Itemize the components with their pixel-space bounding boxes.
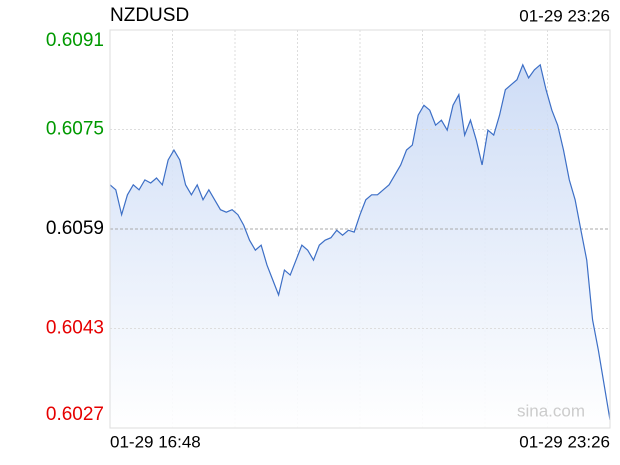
x-tick-label: 01-29 16:48: [110, 432, 201, 451]
y-tick-label: 0.6075: [46, 119, 104, 140]
area: [110, 64, 610, 428]
time-label: 01-29 23:26: [519, 6, 610, 25]
watermark: sina.com: [517, 401, 585, 420]
y-tick-label: 0.6043: [46, 318, 104, 339]
chart-title: NZDUSD: [110, 5, 189, 26]
x-tick-label: 01-29 23:26: [519, 432, 610, 451]
y-tick-label: 0.6059: [46, 218, 104, 239]
y-tick-label: 0.6027: [46, 404, 104, 425]
line: [109, 63, 611, 421]
plot-frame: [109, 29, 611, 429]
y-tick-label: 0.6091: [46, 30, 104, 51]
